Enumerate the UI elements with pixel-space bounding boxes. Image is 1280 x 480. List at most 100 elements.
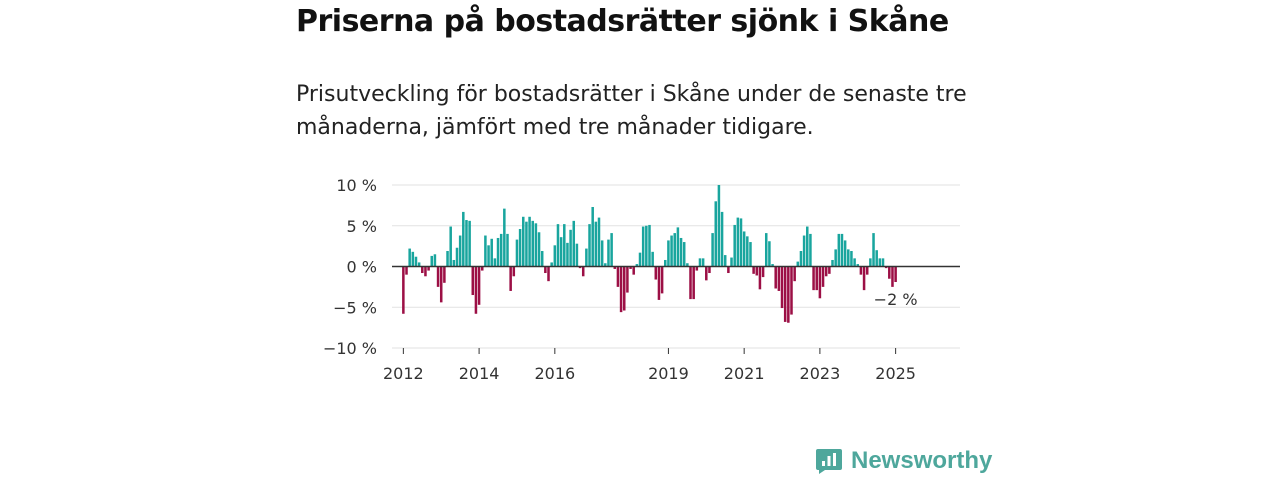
- bar: [534, 223, 538, 267]
- bar: [436, 266, 440, 287]
- bar: [474, 266, 478, 314]
- bar: [670, 235, 673, 267]
- bar: [742, 231, 746, 267]
- bar: [515, 239, 519, 267]
- bar: [563, 224, 566, 267]
- bar: [761, 266, 765, 278]
- bar: [597, 217, 601, 267]
- bar: [566, 242, 569, 267]
- bar: [654, 266, 658, 280]
- bar: [894, 266, 897, 282]
- bar: [503, 208, 506, 267]
- bar: [862, 266, 866, 291]
- bar: [818, 266, 822, 299]
- bar: [648, 224, 651, 267]
- bar: [490, 238, 493, 267]
- bar: [884, 266, 888, 269]
- bar: [477, 266, 481, 305]
- y-tick-label: 10 %: [336, 176, 377, 195]
- bar: [869, 258, 872, 267]
- bar: [777, 266, 781, 291]
- bar: [705, 266, 708, 281]
- bar: [660, 266, 664, 294]
- bar: [433, 254, 437, 267]
- bar: [695, 266, 699, 271]
- bar: [667, 240, 670, 267]
- bar: [525, 221, 528, 267]
- y-tick-label: −5 %: [333, 298, 377, 317]
- bar: [847, 249, 850, 267]
- bar: [632, 266, 635, 275]
- x-tick-label: 2014: [459, 364, 500, 383]
- bar: [506, 233, 509, 267]
- bar: [834, 249, 837, 267]
- bar: [821, 266, 825, 287]
- bar: [635, 264, 639, 267]
- bar: [692, 266, 695, 300]
- bar: [736, 217, 740, 267]
- bar: [443, 266, 446, 283]
- bar: [613, 266, 617, 269]
- bar: [531, 220, 534, 267]
- bar: [499, 233, 503, 267]
- bar: [749, 242, 752, 267]
- bar: [411, 251, 415, 267]
- bar: [676, 227, 680, 267]
- bar: [856, 264, 860, 267]
- bar: [544, 266, 547, 274]
- bar: [793, 266, 796, 282]
- bar: [408, 248, 411, 267]
- brand-name: Newsworthy: [851, 447, 993, 474]
- bar: [787, 266, 790, 323]
- bar: [421, 266, 424, 274]
- bar: [888, 266, 891, 279]
- bar: [878, 258, 882, 267]
- bar: [439, 266, 443, 303]
- chart-title: Priserna på bostadsrätter sjönk i Skåne: [296, 4, 949, 39]
- newsworthy-brand[interactable]: Newsworthy: [815, 447, 992, 475]
- bar: [701, 258, 705, 267]
- bar: [698, 258, 702, 267]
- bar: [600, 240, 604, 267]
- bar: [458, 235, 462, 267]
- bar: [553, 245, 557, 267]
- bar: [717, 185, 721, 267]
- bar: [417, 262, 421, 267]
- bar: [686, 263, 689, 267]
- bar: [679, 237, 683, 267]
- bar: [689, 266, 692, 300]
- bar: [843, 240, 847, 267]
- bar: [588, 224, 591, 267]
- bar: [559, 237, 563, 267]
- bar: [547, 266, 550, 282]
- bar: [711, 233, 714, 267]
- bar: [405, 266, 408, 275]
- bar: [449, 226, 452, 267]
- bar: [790, 266, 793, 315]
- bar: [581, 266, 585, 277]
- bar: [730, 257, 733, 267]
- bar: [881, 258, 885, 267]
- bar: [774, 266, 777, 289]
- bar: [446, 251, 449, 267]
- bar: [424, 266, 427, 277]
- bar: [575, 243, 579, 267]
- bar: [578, 266, 582, 269]
- bar: [673, 233, 676, 267]
- bar: [480, 266, 484, 271]
- bar: [550, 262, 553, 267]
- bar: [509, 266, 512, 291]
- bar: [815, 266, 818, 291]
- bar: [739, 218, 743, 267]
- bar: [780, 266, 784, 309]
- bar: [622, 266, 626, 311]
- bar: [837, 233, 841, 267]
- y-tick-label: 5 %: [347, 217, 377, 236]
- bar: [452, 259, 456, 267]
- bar: [462, 211, 465, 267]
- bar: [493, 258, 497, 267]
- x-tick-label: 2021: [724, 364, 765, 383]
- bar: [594, 221, 598, 267]
- bar: [427, 266, 430, 271]
- bar: [755, 266, 759, 276]
